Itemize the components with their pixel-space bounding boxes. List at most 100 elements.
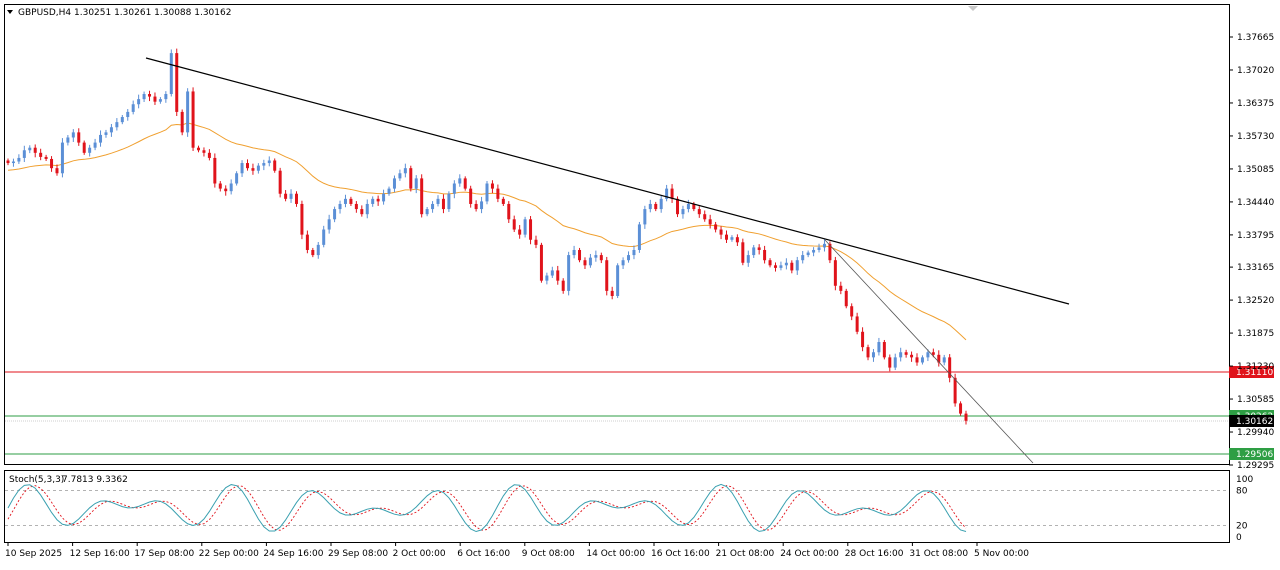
candle-body	[294, 193, 298, 204]
candle-body	[284, 193, 288, 199]
stochastic-layer	[5, 483, 1229, 533]
candle-body	[60, 142, 64, 174]
candle-body	[104, 132, 108, 135]
candle-body	[741, 242, 745, 263]
candle-body	[545, 275, 549, 281]
candle-body	[153, 96, 157, 102]
candle-body	[561, 280, 565, 291]
stoch-axis: 100 80 20 0	[1236, 475, 1253, 543]
candle-body	[131, 104, 135, 112]
candle-body	[33, 147, 37, 153]
candle-body	[409, 168, 413, 189]
candle-body	[801, 255, 805, 261]
main-pane-frame	[4, 4, 1230, 465]
candle-body	[327, 219, 331, 230]
candle-body	[861, 331, 865, 348]
candle-body	[806, 252, 810, 256]
candle-body	[512, 219, 516, 230]
candle-body	[637, 224, 641, 250]
candle-body	[822, 243, 826, 248]
time-tick-label: 10 Sep 2025	[5, 549, 62, 559]
candle-body	[627, 255, 631, 261]
candle-body	[240, 163, 244, 174]
stoch-tick-label: 0	[1236, 533, 1242, 543]
candle-body	[99, 134, 103, 143]
candle-body	[735, 237, 739, 243]
candle-body	[365, 203, 369, 215]
candle-body	[746, 255, 750, 263]
candle-body	[686, 203, 690, 210]
candle-body	[338, 203, 342, 210]
candle-body	[899, 352, 903, 358]
candle-body	[474, 203, 478, 210]
candle-body	[496, 188, 500, 199]
candle-body	[148, 94, 152, 97]
price-axis[interactable]: 1.37665 1.37020 1.36375 1.35730 1.35085 1.344…	[1229, 33, 1274, 471]
trendline-main	[145, 57, 1070, 305]
stoch-label: Stoch(5,3,3)	[9, 475, 64, 485]
candle-body	[670, 188, 674, 199]
price-tick-label: 1.30585	[1237, 395, 1274, 405]
candle-body	[877, 342, 881, 353]
candle-body	[376, 198, 380, 202]
candle-body	[360, 209, 364, 215]
candle-body	[773, 265, 777, 268]
candle-body	[763, 249, 767, 261]
price-tick-label: 1.37665	[1237, 33, 1274, 43]
stoch-tick-label: 100	[1236, 475, 1253, 485]
time-tick-label: 21 Oct 08:00	[716, 549, 775, 559]
candle-body	[583, 260, 587, 266]
price-tick-label: 1.29295	[1237, 461, 1274, 471]
candle-body	[137, 99, 141, 105]
time-axis[interactable]: 10 Sep 2025 12 Sep 16:00 17 Sep 08:00 22 Se…	[5, 542, 1029, 559]
candle-body	[469, 188, 473, 204]
candle-body	[812, 249, 816, 253]
price-tick-label: 1.31230	[1237, 362, 1274, 372]
time-tick-label: 28 Oct 16:00	[845, 549, 904, 559]
candle-body	[158, 99, 162, 102]
time-tick-label: 12 Sep 16:00	[70, 549, 130, 559]
candle-body	[224, 188, 228, 192]
trendline-steep	[824, 239, 1034, 464]
dropdown-triangle-icon[interactable]	[7, 10, 13, 14]
candle-body	[180, 111, 184, 133]
candle-body	[452, 183, 456, 194]
candle-body	[648, 203, 652, 210]
candle-body	[371, 198, 375, 204]
candle-body	[28, 147, 32, 151]
candle-body	[164, 94, 168, 100]
candle-body	[115, 122, 119, 128]
price-tick-label: 1.36375	[1237, 99, 1274, 109]
symbol-label: GBPUSD,H4	[18, 8, 71, 18]
candle-body	[436, 198, 440, 204]
candle-body	[501, 198, 505, 204]
candle-body	[539, 244, 543, 281]
price-level-badge-label: 1.31110	[1236, 368, 1273, 378]
candle-body	[191, 91, 195, 148]
price-tick-label: 1.32520	[1237, 296, 1274, 306]
candle-body	[262, 163, 266, 166]
time-tick-label: 14 Oct 00:00	[586, 549, 645, 559]
candle-body	[844, 290, 848, 307]
price-level-badge	[1229, 448, 1274, 460]
candle-body	[507, 203, 511, 220]
candle-body	[681, 209, 685, 215]
candle-body	[229, 183, 233, 192]
candle-body	[757, 247, 761, 250]
candle-body	[458, 178, 462, 184]
candle-body	[11, 161, 15, 164]
candle-body	[202, 150, 206, 153]
price-tick-label: 1.33795	[1237, 231, 1274, 241]
candle-body	[431, 203, 435, 210]
candle-body	[50, 158, 54, 169]
candle-body	[186, 91, 190, 133]
scroll-marker-icon[interactable]	[968, 6, 978, 11]
candle-body	[643, 209, 647, 225]
candle-body	[556, 270, 560, 281]
candle-body	[425, 209, 429, 215]
time-tick-label: 5 Nov 00:00	[974, 549, 1029, 559]
candle-body	[817, 247, 821, 250]
